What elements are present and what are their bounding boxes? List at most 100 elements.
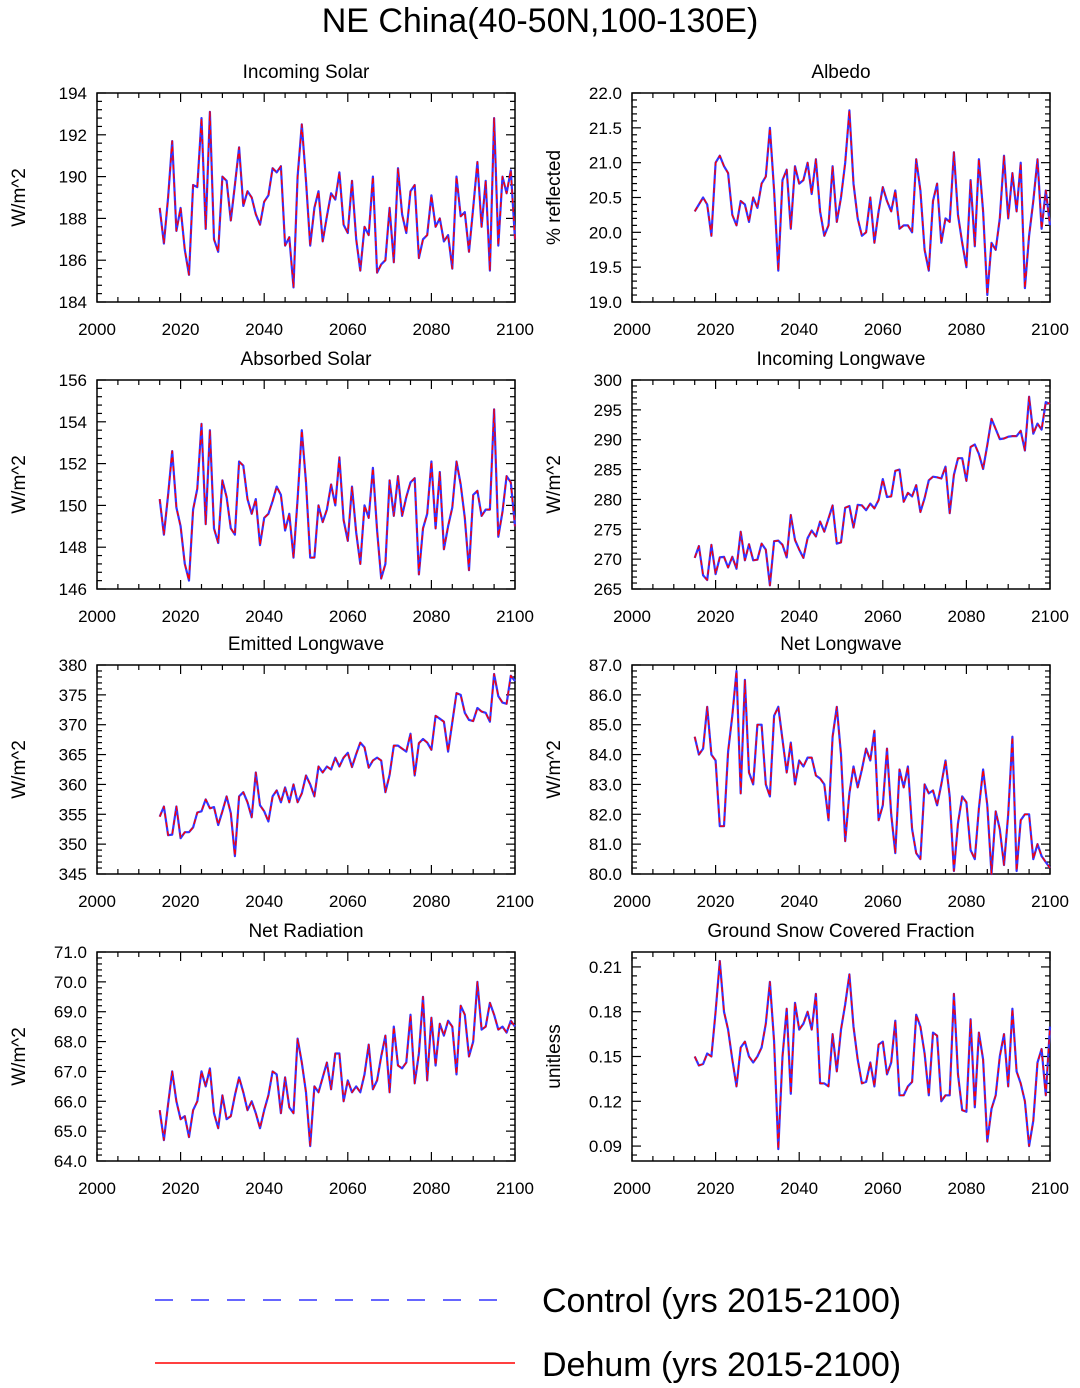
y-tick-label: 80.0: [589, 865, 622, 884]
x-tick-label: 2060: [864, 320, 902, 339]
y-tick-label: 0.12: [589, 1092, 622, 1111]
x-tick-label: 2000: [613, 1179, 651, 1198]
y-tick-label: 0.15: [589, 1048, 622, 1067]
series-line-dehum-emitted-longwave: [159, 673, 516, 857]
series-line-control-net-longwave: [693, 669, 1051, 876]
series-line-control-net-radiation: [158, 980, 516, 1148]
x-tick-label: 2000: [78, 607, 116, 626]
x-tick-label: 2020: [697, 892, 735, 911]
x-tick-label: 2060: [864, 1179, 902, 1198]
panel-emitted-longwave: Emitted Longwave W/m^2 2000 2020 2040 2060 208…: [9, 634, 534, 911]
y-tick-label: 69.0: [54, 1003, 87, 1022]
y-tick-label: 84.0: [589, 746, 622, 765]
panel-ground-snow-covered-fraction: Ground Snow Covered Fraction unitless 2000…: [544, 921, 1069, 1198]
page-title: NE China(40-50N,100-130E): [322, 2, 759, 40]
series-line-dehum-albedo: [694, 109, 1051, 296]
y-tick-label: 345: [59, 865, 87, 884]
panel-title-albedo: Albedo: [811, 62, 870, 83]
x-tick-label: 2080: [412, 320, 450, 339]
x-tick-label: 2000: [613, 607, 651, 626]
y-axis-label-absorbed-solar: W/m^2: [9, 455, 30, 514]
x-tick-label: 2060: [329, 607, 367, 626]
y-axis-label-net-longwave: W/m^2: [544, 740, 565, 799]
x-tick-label: 2040: [780, 607, 818, 626]
y-tick-label: 194: [59, 84, 87, 103]
series-line-dehum-net-longwave: [694, 670, 1051, 875]
panel-albedo: Albedo % reflected 2000 2020 2040 2060 2080 210…: [544, 62, 1069, 339]
panel-title-ground-snow-covered-fraction: Ground Snow Covered Fraction: [707, 921, 974, 942]
y-axis-label-incoming-solar: W/m^2: [9, 168, 30, 227]
x-tick-label: 2100: [496, 892, 534, 911]
y-tick-label: 19.5: [589, 258, 622, 277]
y-tick-label: 295: [594, 401, 622, 420]
x-tick-label: 2100: [496, 607, 534, 626]
x-tick-label: 2100: [1031, 607, 1069, 626]
y-tick-label: 19.0: [589, 293, 622, 312]
y-tick-label: 21.0: [589, 154, 622, 173]
y-tick-label: 22.0: [589, 84, 622, 103]
x-tick-label: 2100: [1031, 320, 1069, 339]
panel-net-longwave: Net Longwave W/m^2 2000 2020 2040 2060 2080 210…: [544, 634, 1069, 911]
y-tick-label: 380: [59, 656, 87, 675]
x-tick-label: 2060: [329, 1179, 367, 1198]
y-tick-label: 370: [59, 716, 87, 735]
plot-frame-emitted-longwave: [96, 664, 516, 875]
y-tick-label: 188: [59, 209, 87, 228]
y-tick-label: 375: [59, 686, 87, 705]
y-tick-label: 184: [59, 293, 87, 312]
x-tick-label: 2100: [496, 1179, 534, 1198]
y-tick-label: 0.18: [589, 1003, 622, 1022]
x-tick-label: 2020: [162, 892, 200, 911]
panel-title-emitted-longwave: Emitted Longwave: [228, 634, 384, 655]
x-tick-label: 2020: [697, 320, 735, 339]
x-tick-label: 2080: [947, 1179, 985, 1198]
y-tick-label: 270: [594, 550, 622, 569]
panel-incoming-longwave: Incoming Longwave W/m^2 2000 2020 2040 2060 20…: [544, 349, 1069, 626]
series-line-dehum-incoming-longwave: [694, 396, 1051, 587]
x-tick-label: 2080: [947, 607, 985, 626]
y-tick-label: 82.0: [589, 805, 622, 824]
panels: Incoming Solar W/m^2 2000 2020 2040 2060 2080 2…: [9, 62, 1069, 1198]
y-tick-label: 156: [59, 371, 87, 390]
legend-control-label: Control (yrs 2015-2100): [542, 1282, 901, 1320]
y-tick-label: 192: [59, 126, 87, 145]
y-tick-label: 152: [59, 455, 87, 474]
x-tick-label: 2060: [864, 607, 902, 626]
y-tick-label: 68.0: [54, 1033, 87, 1052]
x-tick-label: 2080: [947, 320, 985, 339]
x-tick-label: 2020: [162, 607, 200, 626]
series-line-control-ground-snow-covered-fraction: [693, 959, 1052, 1151]
x-tick-label: 2100: [1031, 892, 1069, 911]
x-tick-label: 2040: [245, 1179, 283, 1198]
y-tick-label: 290: [594, 431, 622, 450]
series-line-control-incoming-solar: [158, 110, 517, 289]
y-tick-label: 0.21: [589, 958, 622, 977]
series-line-dehum-ground-snow-covered-fraction: [694, 960, 1051, 1150]
y-axis-label-ground-snow-covered-fraction: unitless: [544, 1024, 565, 1088]
x-tick-label: 2100: [496, 320, 534, 339]
x-tick-label: 2020: [697, 1179, 735, 1198]
x-tick-label: 2040: [245, 607, 283, 626]
x-tick-label: 2040: [780, 892, 818, 911]
panel-title-net-longwave: Net Longwave: [780, 634, 901, 655]
series-line-control-albedo: [693, 109, 1052, 297]
y-tick-label: 86.0: [589, 686, 622, 705]
y-tick-label: 64.0: [54, 1152, 87, 1171]
y-tick-label: 190: [59, 168, 87, 187]
y-tick-label: 65.0: [54, 1122, 87, 1141]
x-tick-label: 2080: [412, 1179, 450, 1198]
y-axis-label-incoming-longwave: W/m^2: [544, 455, 565, 514]
y-tick-label: 146: [59, 580, 87, 599]
y-tick-label: 186: [59, 251, 87, 270]
y-tick-label: 150: [59, 496, 87, 515]
y-axis-label-albedo: % reflected: [544, 150, 565, 245]
panel-title-net-radiation: Net Radiation: [248, 921, 363, 942]
y-tick-label: 83.0: [589, 775, 622, 794]
x-tick-label: 2040: [780, 1179, 818, 1198]
x-tick-label: 2100: [1031, 1179, 1069, 1198]
y-tick-label: 0.09: [589, 1137, 622, 1156]
legend: Control (yrs 2015-2100) Dehum (yrs 2015-…: [155, 1282, 901, 1384]
series-line-dehum-absorbed-solar: [159, 408, 516, 582]
